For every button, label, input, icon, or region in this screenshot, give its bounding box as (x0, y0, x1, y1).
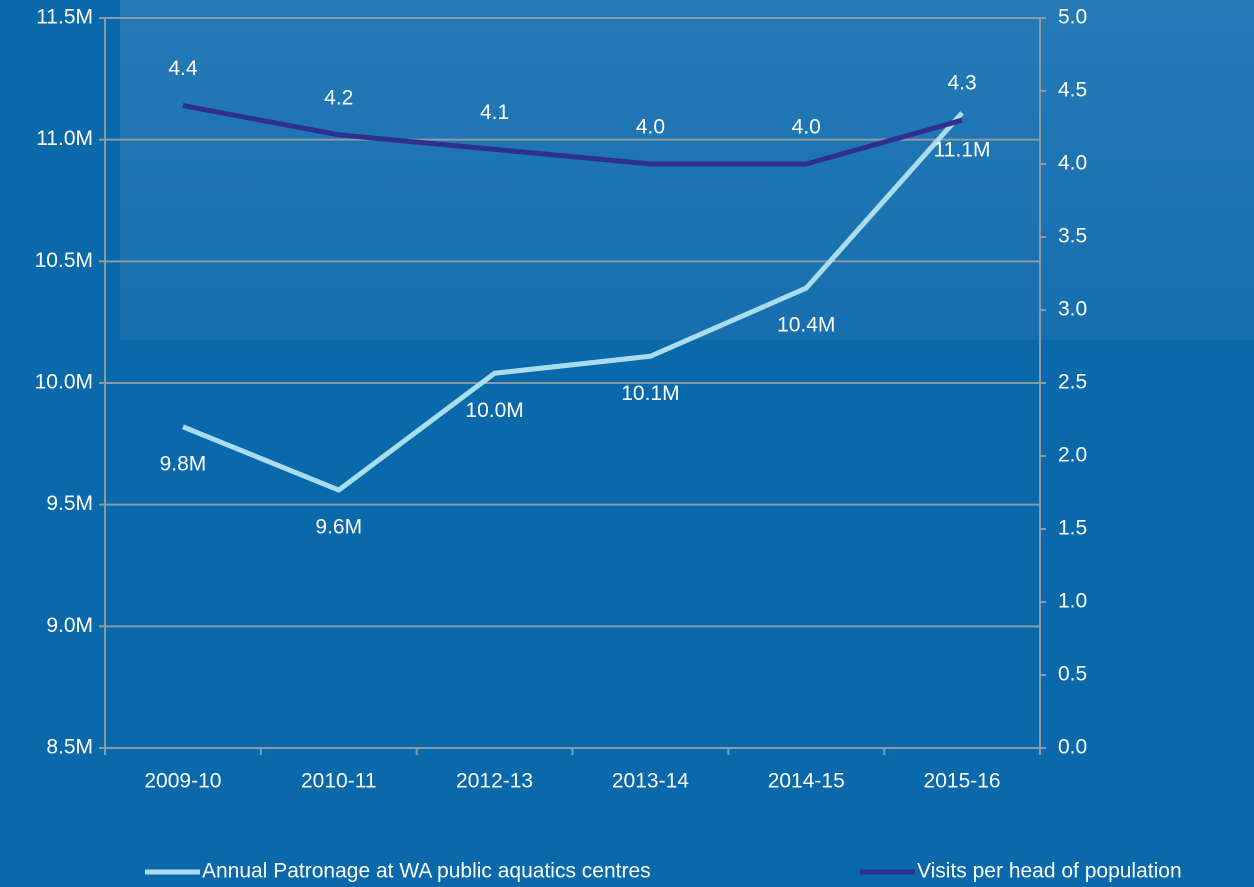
legend-label: Annual Patronage at WA public aquatics c… (202, 860, 651, 883)
y-tick-label: 8.5M (46, 736, 93, 759)
y-tick-label: 11.5M (36, 6, 93, 29)
data-label: 10.0M (465, 399, 523, 422)
x-tick-label: 2013-14 (612, 770, 689, 793)
y-tick-label: 10.5M (35, 249, 93, 272)
data-label: 11.1M (934, 138, 991, 161)
data-label: 4.4 (168, 57, 198, 80)
data-label: 4.2 (324, 86, 353, 109)
background-photo (120, 0, 1254, 340)
y2-tick-label: 3.0 (1058, 298, 1087, 321)
data-label: 4.0 (636, 116, 665, 139)
y2-tick-label: 3.5 (1058, 225, 1087, 248)
y2-tick-label: 1.5 (1058, 517, 1087, 540)
data-label: 10.4M (777, 314, 835, 337)
data-label: 9.8M (160, 452, 207, 475)
x-tick-label: 2012-13 (456, 770, 533, 793)
series-line (182, 103, 963, 167)
data-label: 4.0 (792, 116, 821, 139)
y2-tick-label: 2.5 (1058, 371, 1087, 394)
data-label: 9.6M (315, 516, 362, 539)
data-label: 4.3 (947, 72, 976, 95)
x-tick-label: 2009-10 (144, 770, 221, 793)
y2-tick-label: 2.0 (1058, 444, 1087, 467)
x-tick-label: 2010-11 (301, 770, 377, 793)
y2-tick-label: 5.0 (1058, 6, 1087, 29)
series-line (181, 111, 964, 493)
legend-label: Visits per head of population (917, 860, 1182, 883)
data-label: 10.1M (621, 382, 679, 405)
data-label: 4.1 (480, 101, 509, 124)
y-tick-label: 11.0M (36, 127, 93, 150)
y-tick-label: 10.0M (35, 371, 93, 394)
x-tick-label: 2015-16 (924, 770, 1001, 793)
y2-tick-label: 4.5 (1058, 79, 1087, 102)
y2-tick-label: 1.0 (1058, 590, 1087, 613)
y2-tick-label: 0.0 (1058, 736, 1087, 759)
y-tick-label: 9.0M (46, 614, 93, 637)
y2-tick-label: 4.0 (1058, 152, 1087, 175)
y-tick-label: 9.5M (46, 492, 93, 515)
y2-tick-label: 0.5 (1058, 663, 1087, 686)
x-tick-label: 2014-15 (768, 770, 845, 793)
